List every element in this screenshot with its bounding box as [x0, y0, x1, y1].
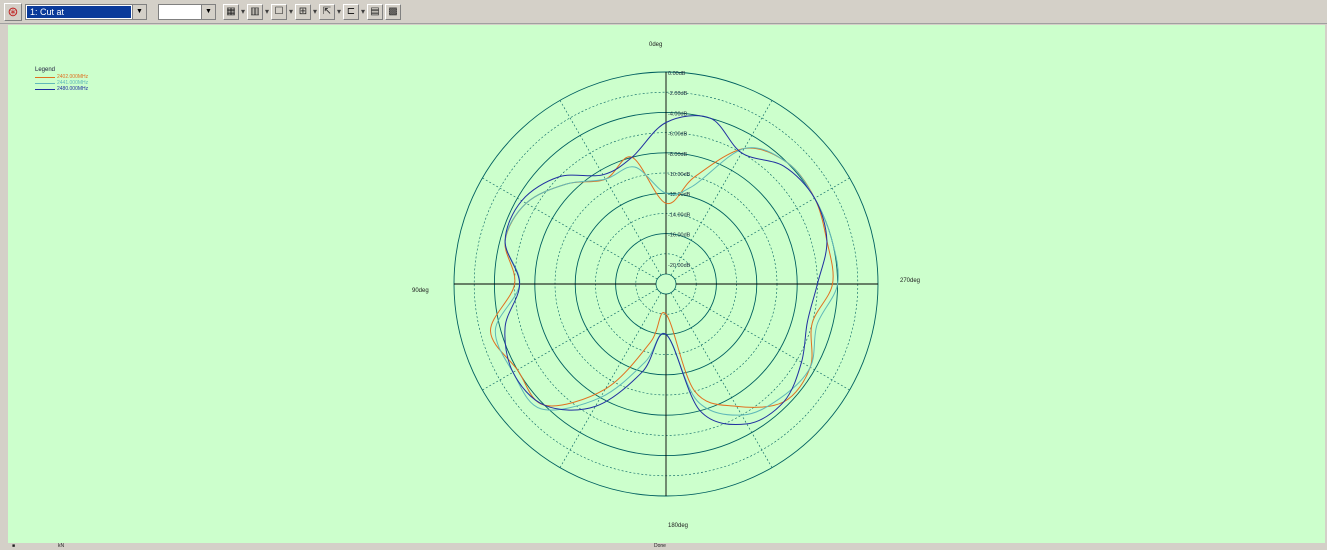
polar-chart: 0.00dB -2.00dB -4.00dB -6.00dB -8.00dB -10.00…	[453, 71, 879, 497]
chevron-down-icon[interactable]: ▼	[132, 4, 146, 19]
status-left: ■	[12, 543, 16, 549]
frequency-select[interactable]: ▼	[158, 3, 216, 20]
grid-icon[interactable]: ▦	[223, 3, 239, 20]
chart-icon[interactable]: ▥	[247, 3, 263, 20]
grid-spoke	[559, 100, 662, 276]
angle-label-top: 0deg	[649, 42, 663, 48]
legend-entry: 2441.000MHz	[35, 80, 88, 86]
dropdown-icon[interactable]: ▾	[361, 7, 366, 16]
dropdown-icon[interactable]: ▾	[313, 7, 318, 16]
status-mid: kN	[58, 543, 65, 549]
grid-spoke	[670, 100, 773, 276]
legend-label: 2441.000MHz	[57, 80, 89, 86]
dropdown-icon[interactable]: ▾	[241, 7, 246, 16]
legend-entry: 2402.000MHz	[35, 74, 88, 80]
frequency-select-value	[159, 5, 201, 19]
dropdown-icon[interactable]: ▾	[337, 7, 342, 16]
legend-swatch	[35, 82, 55, 84]
r-tick-label: -2.00dB	[668, 91, 688, 97]
polar-plot-area: 0.00dB -2.00dB -4.00dB -6.00dB -8.00dB -10.00…	[8, 25, 1325, 543]
grid-spoke	[670, 292, 773, 468]
legend-title: Legend	[35, 67, 56, 73]
legend-swatch	[35, 76, 55, 78]
series-line-0	[489, 147, 834, 408]
r-tick-label: -14.00dB	[668, 212, 691, 218]
grid-spoke	[674, 288, 850, 391]
window-icon[interactable]: ☐	[271, 3, 287, 20]
table-icon[interactable]: ⊞	[295, 3, 311, 20]
export-icon[interactable]: ⊏	[343, 3, 359, 20]
legend-label: 2480.000MHz	[57, 86, 89, 92]
legend-entry: 2480.000MHz	[35, 86, 88, 92]
r-tick-label: -4.00dB	[668, 111, 688, 117]
toolbar: ⊛ 1: Cut at ▼ ▼ ▦ ▾ ▥ ▾ ☐ ▾ ⊞ ▾ ⇱ ▾ ⊏ ▾ ▤ ▩	[0, 0, 1327, 24]
cut-select-value: 1: Cut at	[27, 5, 131, 18]
r-tick-label: 0.00dB	[668, 71, 686, 77]
grid-ring	[655, 273, 677, 295]
toolbar-buttons: ▦ ▾ ▥ ▾ ☐ ▾ ⊞ ▾ ⇱ ▾ ⊏ ▾ ▤ ▩	[223, 3, 401, 20]
angle-label-left: 90deg	[412, 288, 429, 294]
grid-spoke	[674, 177, 850, 280]
r-tick-label: -16.00dB	[668, 233, 691, 239]
legend: Legend 2402.000MHz 2441.000MHz 2480.000MHz	[35, 67, 88, 92]
r-tick-label: -8.00dB	[668, 152, 688, 158]
status-bar: ■ kN Done	[0, 543, 1327, 550]
r-tick-label: -6.00dB	[668, 132, 688, 138]
cut-select[interactable]: 1: Cut at ▼	[25, 3, 147, 20]
list-icon[interactable]: ▤	[367, 3, 383, 20]
series-line-2	[504, 115, 828, 426]
r-tick-label: -10.00dB	[668, 172, 691, 178]
legend-swatch	[35, 88, 55, 90]
zoom-icon[interactable]: ⇱	[319, 3, 335, 20]
dropdown-icon[interactable]: ▾	[265, 7, 270, 16]
dropdown-icon[interactable]: ▾	[289, 7, 294, 16]
grid-spoke	[482, 288, 658, 391]
print-icon[interactable]: ▩	[385, 3, 401, 20]
r-tick-label: -20.00dB	[668, 263, 691, 269]
chevron-down-icon[interactable]: ▼	[201, 4, 215, 19]
status-center: Done	[654, 543, 666, 549]
app-icon[interactable]: ⊛	[4, 2, 22, 21]
grid-spoke	[482, 177, 658, 280]
angle-label-bottom: 180deg	[668, 523, 689, 529]
grid-spoke	[559, 292, 662, 468]
angle-label-right: 270deg	[900, 278, 921, 284]
legend-label: 2402.000MHz	[57, 74, 89, 80]
